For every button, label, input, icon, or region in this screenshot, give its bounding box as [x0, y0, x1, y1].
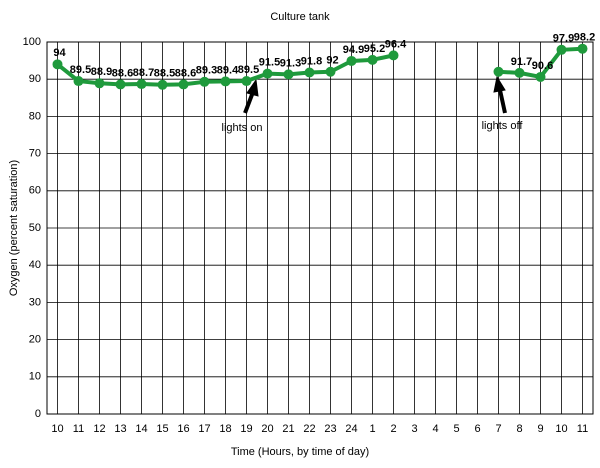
y-tick-label: 10	[29, 371, 41, 383]
data-label: 91.3	[280, 57, 301, 69]
data-label: 96.4	[385, 38, 407, 50]
x-tick-label: 18	[219, 423, 231, 435]
data-point	[514, 67, 525, 78]
x-tick-label: 9	[537, 423, 543, 435]
data-point	[136, 79, 147, 90]
x-tick-label: 1	[369, 423, 375, 435]
data-point	[346, 55, 357, 66]
x-tick-label: 5	[453, 423, 459, 435]
x-tick-label: 16	[177, 423, 189, 435]
y-tick-label: 20	[29, 334, 41, 346]
x-tick-label: 12	[93, 423, 105, 435]
data-point	[220, 76, 231, 87]
x-tick-label: 4	[432, 423, 438, 435]
data-point	[577, 43, 588, 54]
y-tick-label: 60	[29, 185, 41, 197]
data-point	[115, 79, 126, 90]
data-label: 88.6	[175, 67, 196, 79]
data-point	[157, 79, 168, 90]
arrow	[243, 75, 507, 114]
data-point	[367, 54, 378, 65]
x-tick-label: 17	[198, 423, 210, 435]
y-tick-label: 40	[29, 259, 41, 271]
x-tick-label: 3	[411, 423, 417, 435]
data-point	[535, 71, 546, 82]
data-label: 88.6	[112, 67, 133, 79]
data-point	[283, 69, 294, 80]
data-label: 91.8	[301, 55, 322, 67]
data-label: 97.9	[553, 33, 574, 45]
data-label: 91.7	[511, 56, 532, 68]
data-label: 88.7	[133, 67, 154, 79]
data-label: 90.6	[532, 60, 553, 72]
data-label: 89.3	[196, 65, 217, 77]
annotation: lights on	[222, 122, 263, 134]
data-point	[241, 76, 252, 87]
data-label: 88.5	[154, 68, 175, 80]
x-axis-label: Time (Hours, by time of day)	[231, 446, 369, 458]
x-tick-label: 6	[474, 423, 480, 435]
y-tick-label: 80	[29, 110, 41, 122]
data-point	[178, 79, 189, 90]
data-point	[304, 67, 315, 78]
data-point	[325, 66, 336, 77]
data-point	[493, 66, 504, 77]
x-tick-label: 13	[114, 423, 126, 435]
data-point	[52, 59, 63, 70]
y-tick-label: 0	[35, 408, 41, 420]
x-tick-label: 14	[135, 423, 147, 435]
x-tick-label: 11	[73, 423, 84, 435]
x-tick-label: 11	[577, 423, 588, 435]
x-tick-label: 19	[240, 423, 252, 435]
y-tick-label: 50	[29, 222, 41, 234]
x-tick-label: 10	[51, 423, 63, 435]
data-label: 89.4	[217, 64, 239, 76]
x-tick-label: 7	[495, 423, 501, 435]
x-tick-label: 24	[345, 423, 357, 435]
data-point	[73, 76, 84, 87]
data-point	[388, 50, 399, 61]
data-label: 89.5	[238, 64, 259, 76]
data-point	[199, 76, 210, 87]
y-tick-label: 70	[29, 148, 41, 160]
data-label: 88.9	[91, 66, 112, 78]
x-tick-label: 23	[324, 423, 336, 435]
data-label: 98.2	[574, 32, 595, 44]
data-label: 94	[53, 47, 66, 59]
data-label: 94.9	[343, 44, 364, 56]
x-tick-label: 8	[516, 423, 522, 435]
x-tick-label: 22	[303, 423, 315, 435]
chart-title: Culture tank	[270, 11, 330, 23]
y-axis-label: Oxygen (percent saturation)	[8, 160, 20, 296]
x-tick-label: 15	[156, 423, 168, 435]
x-tick-label: 10	[555, 423, 567, 435]
data-label: 95.2	[364, 43, 385, 55]
x-tick-label: 2	[390, 423, 396, 435]
annotation: lights off	[482, 120, 524, 132]
x-tick-label: 21	[282, 423, 294, 435]
data-label: 92	[326, 55, 338, 67]
y-tick-label: 30	[29, 296, 41, 308]
data-label: 91.5	[259, 57, 280, 69]
y-tick-label: 90	[29, 73, 41, 85]
data-point	[262, 68, 273, 79]
data-point	[556, 44, 567, 55]
y-tick-label: 100	[23, 36, 41, 48]
data-point	[94, 78, 105, 89]
x-tick-label: 20	[261, 423, 273, 435]
data-label: 89.5	[70, 64, 91, 76]
